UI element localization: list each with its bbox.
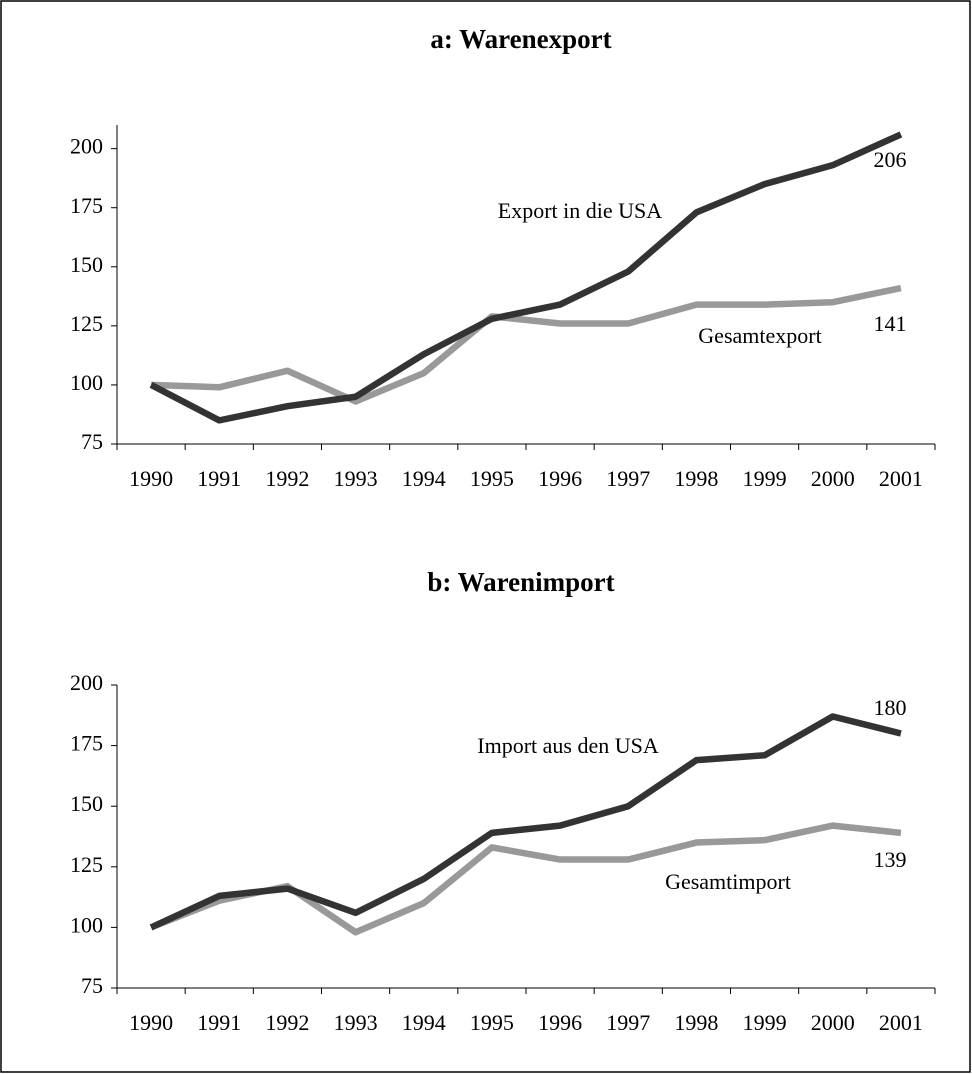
x-tick-label: 1992: [265, 1010, 309, 1035]
y-tick-label: 75: [81, 429, 103, 454]
series-line: [149, 713, 902, 931]
x-tick-label: 1991: [197, 1010, 241, 1035]
series-label: Export in die USA: [498, 198, 662, 223]
end-value-label: 141: [874, 311, 907, 336]
y-tick-label: 150: [70, 791, 103, 816]
y-tick-label: 100: [70, 912, 103, 937]
series-line: [149, 131, 903, 424]
x-tick-label: 2001: [879, 1010, 923, 1035]
x-tick-label: 1996: [538, 1010, 582, 1035]
x-tick-label: 1994: [402, 1010, 446, 1035]
series-line: [150, 284, 902, 405]
x-tick-label: 1995: [470, 1010, 514, 1035]
x-tick-label: 2000: [811, 1010, 855, 1035]
x-tick-label: 1990: [129, 1010, 173, 1035]
x-tick-label: 1999: [743, 466, 787, 491]
x-tick-label: 1998: [674, 1010, 718, 1035]
x-tick-label: 1991: [197, 466, 241, 491]
x-tick-label: 1997: [606, 1010, 650, 1035]
end-value-label: 139: [874, 847, 907, 872]
end-value-label: 206: [874, 147, 907, 172]
y-tick-label: 100: [70, 370, 103, 395]
y-tick-label: 200: [70, 134, 103, 159]
x-tick-label: 1997: [606, 466, 650, 491]
series-label: Gesamtexport: [698, 323, 821, 348]
y-tick-label: 150: [70, 252, 103, 277]
x-tick-label: 1995: [470, 466, 514, 491]
x-tick-label: 1992: [265, 466, 309, 491]
x-tick-label: 1990: [129, 466, 173, 491]
x-tick-label: 1993: [334, 466, 378, 491]
x-tick-label: 2001: [879, 466, 923, 491]
x-tick-label: 1999: [743, 1010, 787, 1035]
y-tick-label: 175: [70, 193, 103, 218]
x-tick-label: 1996: [538, 466, 582, 491]
chart-title: a: Warenexport: [430, 24, 611, 54]
x-tick-label: 1993: [334, 1010, 378, 1035]
x-tick-label: 2000: [811, 466, 855, 491]
y-tick-label: 200: [70, 670, 103, 695]
x-tick-label: 1994: [402, 466, 446, 491]
y-tick-label: 125: [70, 311, 103, 336]
y-tick-label: 125: [70, 852, 103, 877]
y-tick-label: 175: [70, 731, 103, 756]
x-tick-label: 1998: [674, 466, 718, 491]
chart-title: b: Warenimport: [427, 567, 614, 597]
y-tick-label: 75: [81, 973, 103, 998]
series-label: Import aus den USA: [477, 733, 659, 758]
end-value-label: 180: [874, 695, 907, 720]
series-label: Gesamtimport: [665, 869, 791, 894]
